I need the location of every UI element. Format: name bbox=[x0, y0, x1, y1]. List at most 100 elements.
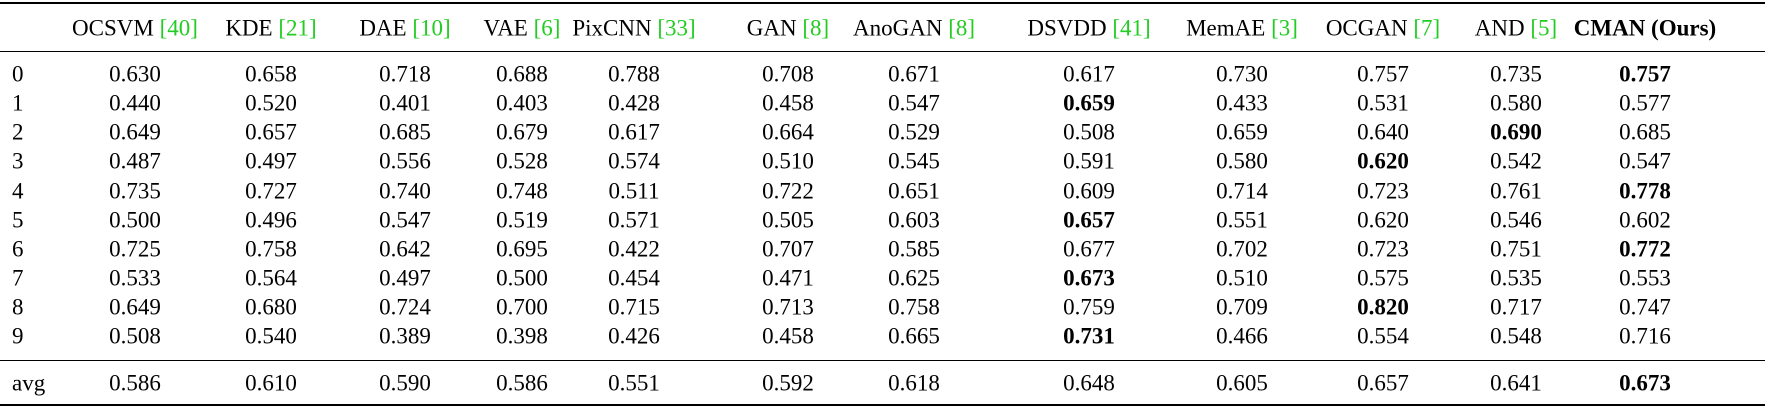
cell-value: 0.695 bbox=[496, 236, 548, 262]
row-label: avg bbox=[12, 370, 46, 396]
column-header: DSVDD [41] bbox=[1027, 17, 1150, 40]
column-header: MemAE [3] bbox=[1186, 17, 1298, 40]
cell-value: 0.685 bbox=[1619, 119, 1671, 145]
bottom-rule bbox=[0, 404, 1765, 406]
cell-value: 0.617 bbox=[608, 119, 660, 145]
cell-value: 0.640 bbox=[1357, 119, 1409, 145]
cell-value: 0.398 bbox=[496, 323, 548, 349]
cell-value: 0.535 bbox=[1490, 265, 1542, 291]
cell-value: 0.542 bbox=[1490, 148, 1542, 174]
cell-value: 0.713 bbox=[762, 294, 814, 320]
cell-value: 0.586 bbox=[109, 370, 161, 396]
citation: [21] bbox=[278, 15, 317, 41]
cell-value: 0.500 bbox=[109, 207, 161, 233]
cell-value: 0.641 bbox=[1490, 370, 1542, 396]
cell-value: 0.740 bbox=[379, 178, 431, 204]
cell-value: 0.590 bbox=[379, 370, 431, 396]
cell-value: 0.757 bbox=[1357, 61, 1409, 87]
cell-value: 0.709 bbox=[1216, 294, 1268, 320]
row-label: 2 bbox=[12, 119, 24, 145]
column-header: OCGAN [7] bbox=[1326, 17, 1440, 40]
cell-value: 0.403 bbox=[496, 90, 548, 116]
cell-value: 0.510 bbox=[762, 148, 814, 174]
cell-value: 0.751 bbox=[1490, 236, 1542, 262]
cell-value: 0.735 bbox=[1490, 61, 1542, 87]
cell-value: 0.389 bbox=[379, 323, 431, 349]
cell-value: 0.702 bbox=[1216, 236, 1268, 262]
cell-value: 0.665 bbox=[888, 323, 940, 349]
cell-value: 0.708 bbox=[762, 61, 814, 87]
cell-value: 0.422 bbox=[608, 236, 660, 262]
row-label: 0 bbox=[12, 61, 24, 87]
cell-value: 0.730 bbox=[1216, 61, 1268, 87]
cell-value: 0.673 bbox=[1619, 370, 1671, 396]
cell-value: 0.553 bbox=[1619, 265, 1671, 291]
cell-value: 0.466 bbox=[1216, 323, 1268, 349]
cell-value: 0.471 bbox=[762, 265, 814, 291]
citation: [5] bbox=[1530, 15, 1558, 41]
cell-value: 0.715 bbox=[608, 294, 660, 320]
column-header: KDE [21] bbox=[225, 17, 316, 40]
cell-value: 0.500 bbox=[496, 265, 548, 291]
cell-value: 0.609 bbox=[1063, 178, 1115, 204]
cell-value: 0.658 bbox=[245, 61, 297, 87]
cell-value: 0.820 bbox=[1357, 294, 1409, 320]
cell-value: 0.758 bbox=[888, 294, 940, 320]
cell-value: 0.487 bbox=[109, 148, 161, 174]
cell-value: 0.401 bbox=[379, 90, 431, 116]
method-name: DSVDD bbox=[1027, 15, 1107, 41]
cell-value: 0.788 bbox=[608, 61, 660, 87]
cell-value: 0.511 bbox=[608, 178, 660, 204]
cell-value: 0.759 bbox=[1063, 294, 1115, 320]
cell-value: 0.659 bbox=[1063, 90, 1115, 116]
cell-value: 0.757 bbox=[1619, 61, 1671, 87]
cell-value: 0.649 bbox=[109, 294, 161, 320]
row-label: 1 bbox=[12, 90, 24, 116]
cell-value: 0.747 bbox=[1619, 294, 1671, 320]
cell-value: 0.564 bbox=[245, 265, 297, 291]
cell-value: 0.497 bbox=[245, 148, 297, 174]
cell-value: 0.580 bbox=[1490, 90, 1542, 116]
cell-value: 0.648 bbox=[1063, 370, 1115, 396]
cell-value: 0.440 bbox=[109, 90, 161, 116]
cell-value: 0.602 bbox=[1619, 207, 1671, 233]
row-label: 9 bbox=[12, 323, 24, 349]
row-label: 4 bbox=[12, 178, 24, 204]
cell-value: 0.458 bbox=[762, 90, 814, 116]
column-header: CMAN (Ours) bbox=[1574, 17, 1716, 40]
column-header: AND [5] bbox=[1475, 17, 1557, 40]
cell-value: 0.761 bbox=[1490, 178, 1542, 204]
cell-value: 0.577 bbox=[1619, 90, 1671, 116]
citation: [8] bbox=[802, 15, 830, 41]
row-label: 7 bbox=[12, 265, 24, 291]
column-header: VAE [6] bbox=[484, 17, 561, 40]
cell-value: 0.531 bbox=[1357, 90, 1409, 116]
cell-value: 0.551 bbox=[608, 370, 660, 396]
cell-value: 0.620 bbox=[1357, 148, 1409, 174]
cell-value: 0.592 bbox=[762, 370, 814, 396]
column-header: DAE [10] bbox=[359, 17, 450, 40]
cell-value: 0.630 bbox=[109, 61, 161, 87]
cell-value: 0.727 bbox=[245, 178, 297, 204]
cell-value: 0.508 bbox=[1063, 119, 1115, 145]
cell-value: 0.508 bbox=[109, 323, 161, 349]
cell-value: 0.610 bbox=[245, 370, 297, 396]
cell-value: 0.723 bbox=[1357, 236, 1409, 262]
cell-value: 0.458 bbox=[762, 323, 814, 349]
cell-value: 0.617 bbox=[1063, 61, 1115, 87]
top-rule bbox=[0, 2, 1765, 4]
cell-value: 0.690 bbox=[1490, 119, 1542, 145]
cell-value: 0.680 bbox=[245, 294, 297, 320]
cell-value: 0.433 bbox=[1216, 90, 1268, 116]
cell-value: 0.677 bbox=[1063, 236, 1115, 262]
method-name: AND bbox=[1474, 15, 1525, 41]
cell-value: 0.772 bbox=[1619, 236, 1671, 262]
cell-value: 0.722 bbox=[762, 178, 814, 204]
method-name: PixCNN bbox=[572, 15, 652, 41]
method-name: CMAN (Ours) bbox=[1573, 15, 1717, 41]
cell-value: 0.735 bbox=[109, 178, 161, 204]
cell-value: 0.657 bbox=[245, 119, 297, 145]
cell-value: 0.664 bbox=[762, 119, 814, 145]
cell-value: 0.618 bbox=[888, 370, 940, 396]
cell-value: 0.603 bbox=[888, 207, 940, 233]
